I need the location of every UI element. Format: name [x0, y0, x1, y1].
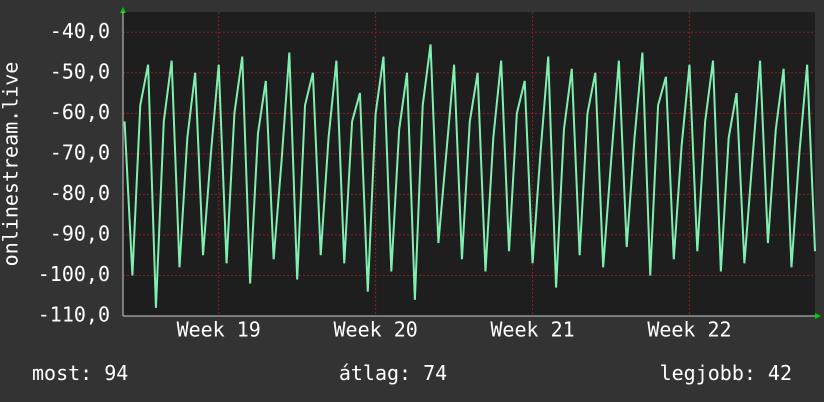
stat: átlag: 74: [339, 361, 447, 385]
x-tick-label: Week 22: [647, 318, 731, 342]
x-tick-label: Week 21: [490, 318, 574, 342]
axis-arrow: [815, 313, 821, 319]
stat-value: 74: [423, 361, 447, 385]
stat-value: 42: [768, 361, 792, 385]
series-line: [123, 44, 816, 308]
y-tick-label: -50,0: [50, 59, 110, 83]
stat: legjobb: 42: [660, 361, 792, 385]
axis-arrow: [120, 7, 126, 13]
y-tick-label: -60,0: [50, 100, 110, 124]
y-tick-label: -100,0: [38, 262, 110, 286]
x-tick-label: Week 20: [333, 318, 417, 342]
plot-area: [123, 12, 815, 316]
y-tick-label: -80,0: [50, 181, 110, 205]
y-tick-label: -40,0: [50, 19, 110, 43]
y-tick-label: -70,0: [50, 140, 110, 164]
y-axis-title: onlinestream.live: [0, 62, 23, 267]
y-tick-label: -90,0: [50, 221, 110, 245]
stat-label: legjobb:: [660, 361, 756, 385]
stat-label: átlag:: [339, 361, 411, 385]
stat-label: most:: [32, 361, 92, 385]
stat-value: 94: [104, 361, 128, 385]
x-tick-label: Week 19: [177, 318, 261, 342]
y-tick-label: -110,0: [38, 303, 110, 327]
stat: most: 94: [32, 361, 128, 385]
